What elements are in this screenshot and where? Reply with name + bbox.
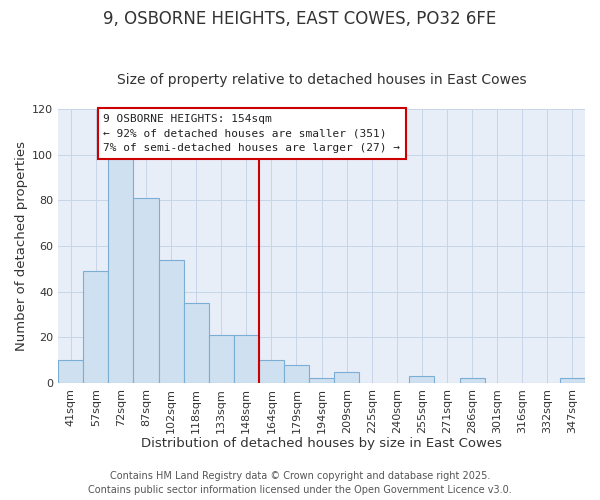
Text: Contains HM Land Registry data © Crown copyright and database right 2025.
Contai: Contains HM Land Registry data © Crown c… (88, 471, 512, 495)
Text: 9, OSBORNE HEIGHTS, EAST COWES, PO32 6FE: 9, OSBORNE HEIGHTS, EAST COWES, PO32 6FE (103, 10, 497, 28)
Title: Size of property relative to detached houses in East Cowes: Size of property relative to detached ho… (117, 73, 526, 87)
Bar (560, 378, 585, 383)
Bar (133, 198, 158, 383)
Bar (259, 360, 284, 383)
Bar (334, 372, 359, 383)
Bar (158, 260, 184, 383)
Bar (184, 303, 209, 383)
Bar (234, 335, 259, 383)
X-axis label: Distribution of detached houses by size in East Cowes: Distribution of detached houses by size … (141, 437, 502, 450)
Bar (58, 360, 83, 383)
Bar (409, 376, 434, 383)
Bar (309, 378, 334, 383)
Bar (109, 154, 133, 383)
Bar (284, 364, 309, 383)
Bar (460, 378, 485, 383)
Bar (83, 271, 109, 383)
Text: 9 OSBORNE HEIGHTS: 154sqm
← 92% of detached houses are smaller (351)
7% of semi-: 9 OSBORNE HEIGHTS: 154sqm ← 92% of detac… (103, 114, 400, 153)
Y-axis label: Number of detached properties: Number of detached properties (15, 141, 28, 351)
Bar (209, 335, 234, 383)
